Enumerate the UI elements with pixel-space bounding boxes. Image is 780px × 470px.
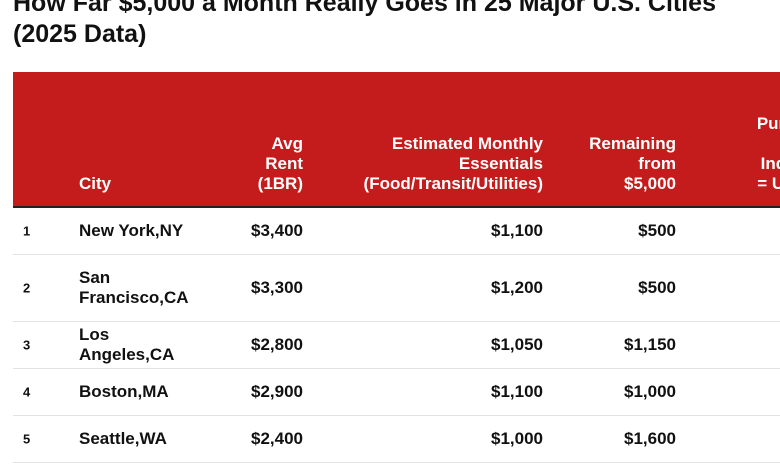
remaining-cell: $1,600	[624, 429, 676, 448]
rent-cell: $2,400	[251, 429, 303, 448]
table-row: 4 Boston,MA $2,900 $1,100 $1,000	[13, 369, 780, 416]
rank-cell: 1	[23, 223, 31, 239]
rank-cell: 4	[23, 384, 31, 400]
header-purchasing-power: Mo Purch P Index = U.S.	[756, 114, 780, 193]
remaining-cell: $1,150	[624, 335, 676, 354]
essentials-cell: $1,050	[491, 335, 543, 354]
title-line-1: How Far $5,000 a Month Really Goes in 25…	[13, 0, 716, 17]
rent-cell: $2,900	[251, 382, 303, 401]
rank-cell: 5	[23, 431, 31, 447]
city-cell: Seattle,WA	[79, 429, 167, 448]
header-remaining: Remaining from $5,000	[589, 134, 676, 193]
header-rent: Avg Rent (1BR)	[257, 134, 303, 193]
header-essentials: Estimated Monthly Essentials (Food/Transit…	[363, 134, 543, 193]
header-city: City	[79, 174, 112, 193]
table-row: 1 New York,NY $3,400 $1,100 $500	[13, 208, 780, 255]
rank-cell: 2	[23, 280, 31, 296]
city-cell: Los Angeles,CA	[79, 325, 175, 364]
essentials-cell: $1,100	[491, 382, 543, 401]
title-line-2: (2025 Data)	[13, 20, 147, 48]
page-title: How Far $5,000 a Month Really Goes in 25…	[13, 0, 780, 50]
rank-cell: 3	[23, 337, 31, 353]
cost-table: City Avg Rent (1BR) Estimated Monthly Essen…	[13, 72, 780, 470]
rent-cell: $3,300	[251, 278, 303, 297]
table-header: City Avg Rent (1BR) Estimated Monthly Essen…	[13, 72, 780, 208]
remaining-cell: $1,000	[624, 382, 676, 401]
remaining-cell: $500	[638, 221, 676, 240]
city-cell: New York,NY	[79, 221, 184, 240]
essentials-cell: $1,000	[491, 429, 543, 448]
essentials-cell: $1,200	[491, 278, 543, 297]
remaining-cell: $500	[638, 278, 676, 297]
table-row: 3 Los Angeles,CA $2,800 $1,050 $1,150	[13, 322, 780, 369]
rent-cell: $2,800	[251, 335, 303, 354]
city-cell: San Francisco,CA	[79, 268, 189, 307]
table-row: 2 San Francisco,CA $3,300 $1,200 $500	[13, 255, 780, 322]
rent-cell: $3,400	[251, 221, 303, 240]
table-row: 5 Seattle,WA $2,400 $1,000 $1,600	[13, 416, 780, 463]
city-cell: Boston,MA	[79, 382, 169, 401]
essentials-cell: $1,100	[491, 221, 543, 240]
